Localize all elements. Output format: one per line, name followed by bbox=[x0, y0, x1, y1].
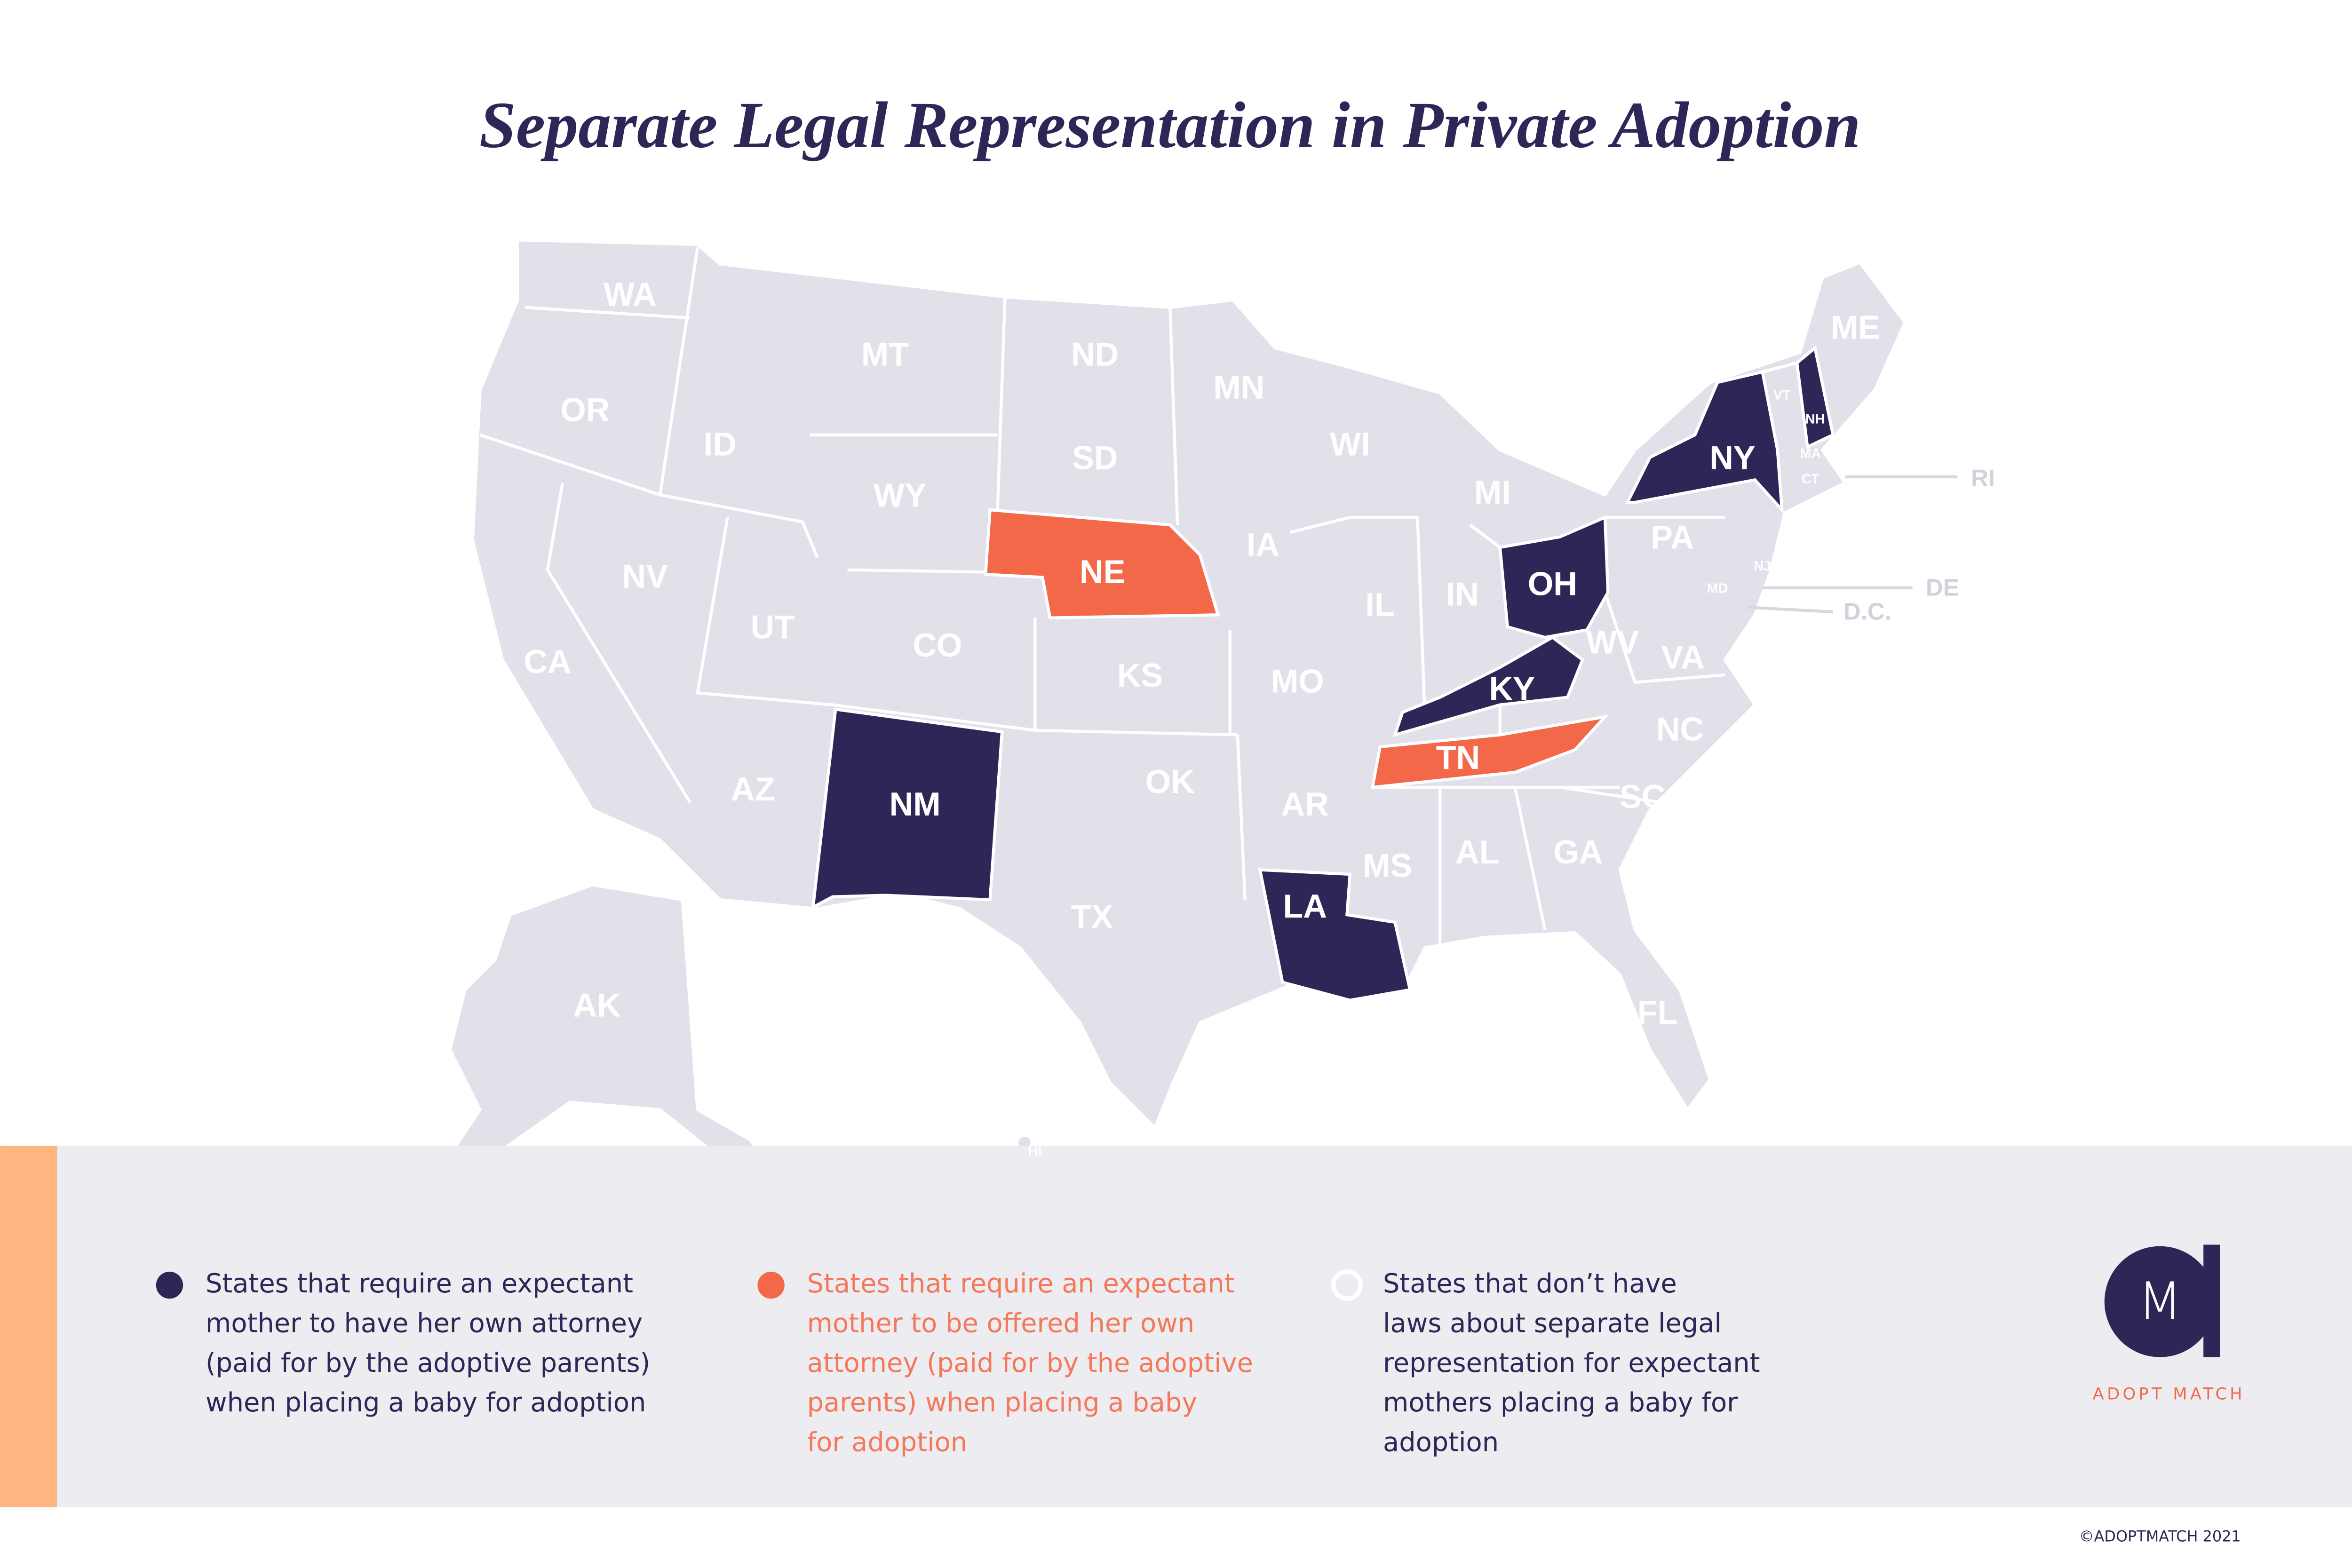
state-highlight bbox=[811, 707, 1004, 910]
legend-text: attorney (paid for by the adoptive bbox=[807, 1348, 1253, 1378]
legend-text: States that don’t have bbox=[1383, 1268, 1677, 1299]
state-label: AL bbox=[1455, 834, 1499, 871]
state-label: SD bbox=[1072, 439, 1118, 476]
legend-text: States that require an expectant bbox=[807, 1268, 1235, 1299]
state-highlight bbox=[1498, 515, 1610, 639]
state-label: KS bbox=[1117, 657, 1163, 694]
legend-text: laws about separate legal bbox=[1383, 1308, 1722, 1338]
state-label: KY bbox=[1489, 670, 1535, 707]
us-interior-borders bbox=[479, 247, 1797, 945]
state-label: NH bbox=[1805, 412, 1825, 427]
legend-text: (paid for by the adoptive parents) bbox=[206, 1348, 650, 1378]
state-label: UT bbox=[751, 609, 795, 646]
state-label: PA bbox=[1651, 519, 1694, 555]
legend-text: mother to be offered her own bbox=[807, 1308, 1195, 1338]
state-label: NE bbox=[1080, 554, 1125, 590]
state-highlight bbox=[984, 508, 1220, 619]
legend-text: mothers placing a baby for bbox=[1383, 1387, 1738, 1418]
state-label: IL bbox=[1365, 586, 1394, 623]
state-label: NC bbox=[1656, 711, 1704, 748]
logo: M ADOPT MATCH bbox=[2093, 1244, 2245, 1403]
state-label: TX bbox=[1071, 898, 1113, 935]
state-label: NM bbox=[890, 786, 941, 823]
state-label: MO bbox=[1271, 663, 1324, 700]
state-label: SC bbox=[1620, 778, 1665, 815]
state-label: IN bbox=[1446, 576, 1479, 613]
legend-swatch bbox=[156, 1271, 183, 1299]
state-label: ME bbox=[1831, 309, 1880, 346]
legend: States that require an expectant mother t… bbox=[156, 1268, 1760, 1458]
state-label: IA bbox=[1247, 526, 1279, 563]
state-label: WV bbox=[1586, 624, 1639, 661]
state-label: CT bbox=[1802, 472, 1820, 487]
state-label: MI bbox=[1474, 474, 1511, 511]
state-label: CA bbox=[524, 643, 571, 680]
legend-text: when placing a baby for adoption bbox=[206, 1387, 646, 1418]
state-label: RI bbox=[1971, 465, 1995, 491]
us-land bbox=[471, 238, 1907, 1131]
legend-text: representation for expectant bbox=[1383, 1348, 1760, 1378]
legend-text: for adoption bbox=[807, 1427, 968, 1458]
state-label: NY bbox=[1709, 439, 1755, 476]
state-label: VA bbox=[1661, 639, 1705, 676]
state-label: ID bbox=[704, 426, 737, 463]
logo-letter: M bbox=[2138, 1271, 2182, 1331]
state-label: CO bbox=[913, 627, 962, 664]
legend-swatch bbox=[757, 1271, 785, 1299]
state-label: OR bbox=[560, 391, 610, 428]
logo-circle bbox=[2104, 1246, 2216, 1357]
state-label: MS bbox=[1363, 847, 1412, 884]
state-label: VT bbox=[1773, 388, 1791, 403]
state-label: MA bbox=[1800, 446, 1821, 461]
state-label: DE bbox=[1926, 574, 1959, 601]
title: Separate Legal Representation in Private… bbox=[479, 89, 1861, 162]
copyright: ©ADOPTMATCH 2021 bbox=[2079, 1527, 2241, 1545]
state-label: NJ bbox=[1754, 559, 1771, 574]
state-label: OK bbox=[1145, 763, 1195, 800]
legend-text: States that require an expectant bbox=[206, 1268, 633, 1299]
logo-bar bbox=[2203, 1244, 2220, 1357]
legend-panel bbox=[0, 1146, 2352, 1507]
state-label: MN bbox=[1213, 369, 1264, 406]
state-label: MD bbox=[1707, 581, 1728, 596]
state-label: D.C. bbox=[1843, 598, 1891, 625]
state-labels: WA OR CA NV ID MT WY UT CO AZ NM ND SD NE KS OK TX MN IA MO… bbox=[524, 276, 1995, 1159]
state-label: HI bbox=[1028, 1143, 1042, 1158]
state-label: WY bbox=[874, 477, 927, 514]
state-highlight bbox=[1625, 370, 1784, 515]
state-highlight bbox=[1258, 868, 1412, 1002]
state-label: AZ bbox=[731, 771, 775, 808]
state-label: OH bbox=[1528, 565, 1577, 602]
state-label: MT bbox=[861, 336, 909, 372]
legend-text: parents) when placing a baby bbox=[807, 1387, 1198, 1418]
state-highlight bbox=[1392, 635, 1584, 737]
state-label: GA bbox=[1553, 834, 1603, 871]
state-label: ND bbox=[1071, 336, 1119, 372]
legend-text: mother to have her own attorney bbox=[206, 1308, 643, 1338]
state-label: AR bbox=[1281, 786, 1329, 823]
legend-background bbox=[0, 1146, 2352, 1507]
state-label: AK bbox=[573, 987, 621, 1023]
alaska-land bbox=[419, 883, 784, 1194]
state-label: LA bbox=[1283, 888, 1327, 925]
state-label: FL bbox=[1637, 994, 1678, 1031]
state-label: WA bbox=[604, 276, 657, 313]
map bbox=[419, 238, 1958, 1194]
legend-swatch bbox=[1331, 1269, 1363, 1301]
state-highlight bbox=[1795, 345, 1835, 449]
state-label: NV bbox=[622, 558, 668, 594]
state-label: TN bbox=[1436, 739, 1480, 776]
leader-line bbox=[1747, 606, 1833, 614]
logo-name: ADOPT MATCH bbox=[2093, 1384, 2245, 1403]
state-label: WI bbox=[1330, 426, 1370, 463]
state-highlight bbox=[1370, 714, 1609, 789]
legend-text: adoption bbox=[1383, 1427, 1499, 1458]
accent-strip bbox=[0, 1146, 57, 1507]
